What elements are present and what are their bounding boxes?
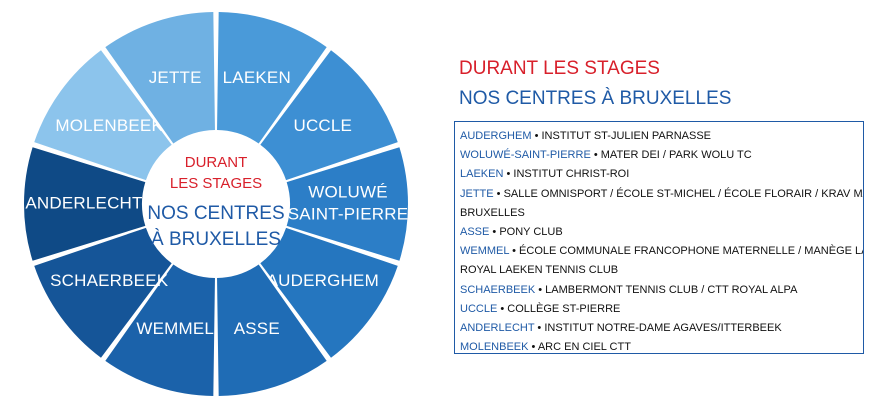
centre-venues: • ÉCOLE COMMUNALE FRANCOPHONE MATERNELLE… (512, 245, 863, 258)
centre-venues: BRUXELLES (460, 206, 525, 219)
wheel-segment (260, 227, 398, 358)
wheel-segment (217, 12, 327, 144)
wheel-segment (24, 147, 146, 261)
heading-durant-les-stages: DURANT LES STAGES (459, 58, 660, 79)
wheel-segment (105, 264, 215, 396)
wheel-segment-label: WOLUWÉ (308, 182, 388, 201)
wheel-segment-label: ASSE (234, 319, 280, 338)
centre-list-row: BRUXELLES (460, 204, 863, 223)
centre-list-row: AUDERGHEM • INSTITUT ST-JULIEN PARNASSE (460, 127, 863, 146)
centre-list-row: ANDERLECHT • INSTITUT NOTRE-DAME AGAVES/… (460, 319, 863, 338)
centre-list-row: JETTE • SALLE OMNISPORT / ÉCOLE ST-MICHE… (460, 185, 863, 204)
wheel-segment (105, 12, 215, 144)
wheel-segment (217, 264, 327, 396)
centre-list-row: SCHAERBEEK • LAMBERMONT TENNIS CLUB / CT… (460, 281, 863, 300)
centre-place: AUDERGHEM (460, 130, 532, 142)
centre-place: WEMMEL (460, 245, 510, 258)
wheel-segment-label: UCCLE (293, 116, 352, 135)
centre-venues: • LAMBERMONT TENNIS CLUB / CTT ROYAL ALP… (535, 283, 798, 296)
wheel-segment-label: JETTE (149, 68, 202, 87)
wheel-segment (286, 147, 408, 261)
centre-list-row: ASSE • PONY CLUB (460, 223, 863, 242)
wheel-segment-label: SCHAERBEEK (50, 271, 169, 290)
wheel-segment-label: ANDERLECHT (25, 193, 142, 212)
centre-place: LAEKEN (460, 168, 504, 181)
centre-list-row: WEMMEL • ÉCOLE COMMUNALE FRANCOPHONE MAT… (460, 242, 863, 261)
center-title-blue-line-2: À BRUXELLES (151, 229, 281, 250)
wheel-segment-label: MOLENBEEK (55, 116, 163, 135)
centre-venues: • INSTITUT NOTRE-DAME AGAVES/ITTERBEEK (534, 322, 782, 335)
centre-list-row: MOLENBEEK • ARC EN CIEL CTT (460, 338, 863, 357)
centres-wheel-diagram: LAEKEN UCCLE WOLUWÉ SAINT-PIERRE AUDERGHEM AS… (24, 12, 408, 396)
centre-venues: • INSTITUT ST-JULIEN PARNASSE (531, 130, 711, 142)
centre-venues: • INSTITUT CHRIST-ROI (503, 168, 630, 181)
centre-place: ANDERLECHT (460, 322, 535, 335)
wheel-segment-label: SAINT-PIERRE (288, 204, 408, 223)
centre-venues: • SALLE OMNISPORT / ÉCOLE ST-MICHEL / ÉC… (493, 187, 863, 200)
center-title-blue-line-1: NOS CENTRES (147, 203, 284, 224)
centre-place: MOLENBEEK (460, 341, 529, 354)
wheel-segments: LAEKEN UCCLE WOLUWÉ SAINT-PIERRE AUDERGHEM AS… (24, 12, 408, 396)
centre-place: SCHAERBEEK (460, 283, 536, 296)
centre-list-row: UCCLE • COLLÈGE ST-PIERRE (460, 300, 863, 319)
centre-venues: • PONY CLUB (489, 226, 563, 239)
centre-venues: • ARC EN CIEL CTT (528, 341, 631, 354)
centres-list-box: AUDERGHEM • INSTITUT ST-JULIEN PARNASSE W… (454, 121, 864, 354)
center-title-red-line-1: DURANT (185, 154, 248, 171)
centre-list-row: LAEKEN • INSTITUT CHRIST-ROI (460, 165, 863, 184)
centre-venues: • MATER DEI / PARK WOLU TC (590, 149, 752, 162)
wheel-segment (34, 50, 172, 181)
wheel-segment (34, 227, 172, 358)
centre-place: JETTE (460, 187, 494, 200)
heading-nos-centres: NOS CENTRES À BRUXELLES (459, 88, 732, 109)
centre-place: WOLUWÉ-SAINT-PIERRE (460, 149, 591, 162)
center-title-red-line-2: LES STAGES (170, 175, 262, 192)
centre-place: ASSE (460, 226, 490, 239)
centre-venues: • COLLÈGE ST-PIERRE (497, 302, 621, 315)
wheel-segment-label: LAEKEN (223, 68, 291, 87)
centre-list-row: ROYAL LAEKEN TENNIS CLUB (460, 261, 863, 280)
wheel-segment-label: AUDERGHEM (267, 271, 379, 290)
wheel-center-disc (150, 138, 282, 270)
wheel-segment (260, 50, 398, 181)
centre-place: UCCLE (460, 302, 498, 315)
centre-venues: ROYAL LAEKEN TENNIS CLUB (460, 264, 619, 277)
wheel-segment-label: WEMMEL (136, 319, 214, 338)
centre-list-row: WOLUWÉ-SAINT-PIERRE • MATER DEI / PARK W… (460, 146, 863, 165)
